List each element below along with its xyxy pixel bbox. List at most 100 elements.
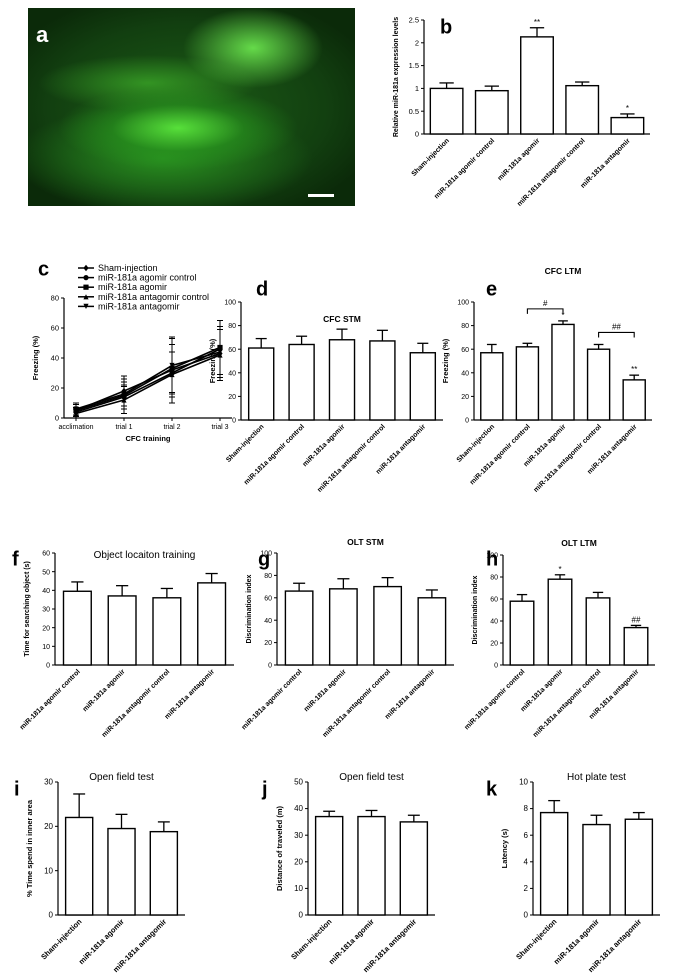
y-tick-label: 30	[294, 831, 303, 840]
bar	[509, 600, 535, 666]
y-tick-label: 50	[294, 778, 303, 787]
y-tick-label: 100	[457, 300, 469, 307]
fluorescence-micrograph: a	[28, 8, 355, 206]
significance-mark: *	[558, 565, 561, 574]
bar	[399, 821, 429, 916]
x-tick-label: miR-181a agomir	[82, 668, 127, 713]
y-tick-label: 40	[461, 370, 469, 377]
panel-label-e: e	[486, 279, 497, 301]
legend-marker	[83, 275, 89, 281]
x-tick-label: miR-181a agomir	[303, 668, 348, 713]
x-axis-label: CFC training	[126, 434, 171, 443]
y-tick-label: 0	[55, 414, 59, 423]
scale-bar	[308, 194, 334, 197]
legend-label: miR-181a agomir control	[98, 273, 197, 283]
y-tick-label: 1.5	[409, 61, 419, 70]
chart-g: 0 20 40 60 80 100 Discrimination index miR-181a…	[241, 537, 454, 739]
data-point	[169, 362, 175, 369]
legend-label: miR-181a antagomir	[98, 301, 180, 311]
data-point	[217, 349, 223, 355]
y-tick-label: 30	[44, 778, 53, 787]
y-tick-label: 80	[51, 294, 59, 303]
legend-label: Sham-injection	[98, 263, 158, 273]
y-axis-label: Freezing (%)	[31, 335, 40, 380]
significance-mark: ##	[632, 615, 641, 624]
legend-marker	[83, 264, 89, 272]
legend-marker	[83, 303, 89, 309]
chart-h: 0 20 40 60 80 100 Discrimination index miR-181a…	[463, 538, 655, 739]
panel-label-b: b	[440, 17, 452, 39]
y-tick-label: 0	[415, 130, 419, 139]
bar	[586, 348, 611, 421]
bar	[152, 597, 182, 666]
y-axis-label: Relative miR-181a expression levels	[393, 17, 400, 137]
bar	[284, 590, 314, 666]
x-tick-label: Sham-injection	[225, 423, 265, 463]
chart-title: OLT LTM	[561, 538, 597, 548]
panel-label-k: k	[486, 779, 498, 801]
chart-title: Open field test	[339, 772, 404, 783]
x-tick-label: Sham-injection	[514, 917, 559, 962]
y-axis-label: % Time spend in inner area	[25, 799, 34, 897]
y-tick-label: 40	[51, 354, 59, 363]
y-tick-label: 20	[490, 641, 498, 648]
panel-label-h: h	[486, 549, 498, 571]
panel-label-j: j	[261, 779, 268, 801]
y-tick-label: 40	[42, 588, 50, 595]
bar	[373, 585, 403, 666]
legend-label: miR-181a agomir	[98, 282, 167, 292]
bar	[520, 36, 554, 135]
bar	[197, 582, 227, 666]
x-tick-label: trial 3	[211, 424, 228, 431]
bar	[357, 815, 386, 916]
x-tick-label: trial 2	[163, 424, 180, 431]
chart-f: 0 10 20 30 40 50 60 Time for searching object (…	[12, 549, 234, 739]
bar	[547, 578, 573, 666]
bar	[623, 626, 649, 666]
bar	[107, 827, 136, 916]
y-tick-label: 8	[524, 804, 529, 813]
y-tick-label: 0	[299, 911, 304, 920]
y-tick-label: 0	[232, 418, 236, 425]
y-tick-label: 0.5	[409, 107, 419, 116]
bar	[369, 340, 396, 421]
y-tick-label: 60	[228, 347, 236, 354]
y-tick-label: 20	[42, 625, 50, 632]
series-line	[75, 351, 221, 410]
x-tick-label: miR-181a agomir	[302, 423, 347, 468]
legend-label: miR-181a antagomir control	[98, 292, 209, 302]
bar	[328, 339, 356, 421]
significance-mark: *	[626, 104, 629, 113]
y-tick-label: 80	[461, 323, 469, 330]
bar	[64, 816, 94, 916]
x-tick-label: miR-181a agomir control	[19, 668, 82, 731]
y-tick-label: 40	[228, 370, 236, 377]
bar	[409, 352, 437, 421]
y-axis-label: Discrimination index	[246, 574, 253, 643]
y-axis-label: Discrimination index	[472, 575, 479, 644]
bracket-label: #	[543, 299, 548, 308]
x-tick-label: miR-181a antagomir control	[316, 423, 386, 493]
chart-k: 0 2 4 6 8 10 Latency (s) Sham-injectionmiR-181a…	[486, 772, 660, 974]
x-tick-label: Sham-injection	[411, 137, 451, 177]
legend-marker	[83, 284, 89, 290]
data-point	[121, 391, 127, 397]
significance-bracket	[526, 308, 564, 314]
y-tick-label: 20	[294, 857, 303, 866]
series-line	[75, 354, 221, 415]
chart-title: Open field test	[89, 772, 154, 783]
y-tick-label: 2	[415, 38, 419, 47]
y-axis-label: Freezing (%)	[441, 338, 450, 383]
x-tick-label: Sham-injection	[456, 423, 496, 463]
bar	[247, 347, 275, 421]
bar	[551, 323, 575, 421]
x-tick-label: trial 1	[115, 424, 132, 431]
x-tick-label: miR-181a agomir control	[463, 668, 526, 731]
x-tick-label: miR-181a agomir control	[241, 668, 304, 731]
significance-mark: **	[534, 18, 540, 27]
y-tick-label: 50	[42, 569, 50, 576]
y-tick-label: 80	[228, 323, 236, 330]
bar	[107, 595, 137, 666]
